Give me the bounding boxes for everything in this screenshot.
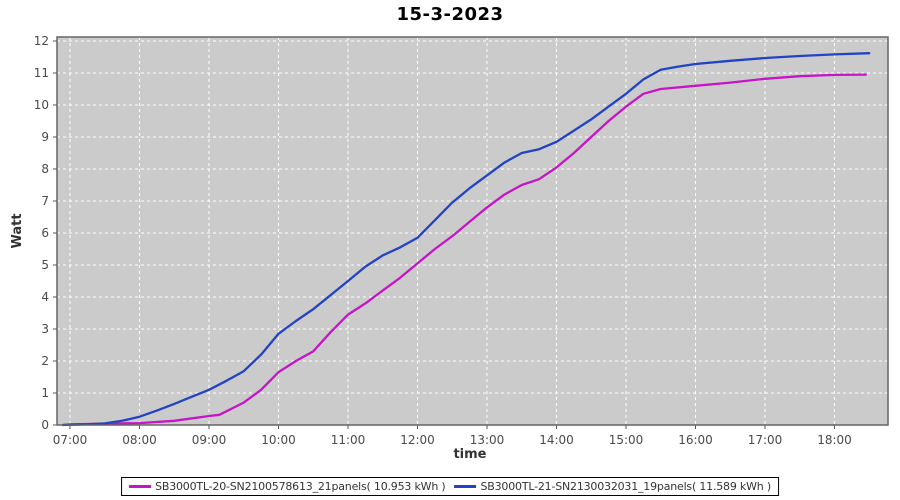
x-tick-label: 14:00 xyxy=(539,433,574,447)
x-tick-label: 18:00 xyxy=(817,433,852,447)
x-tick-label: 07:00 xyxy=(53,433,88,447)
x-axis-label: time xyxy=(453,447,486,462)
y-tick-label: 10 xyxy=(34,98,49,112)
series-line-SB3000TL-20-SN2100578613_21panels xyxy=(61,73,867,427)
y-tick-label: 0 xyxy=(41,418,49,432)
legend-label-series0: SB3000TL-20-SN2100578613_21panels( 10.95… xyxy=(155,480,446,493)
legend-label-series1: SB3000TL-21-SN2130032031_19panels( 11.58… xyxy=(480,480,772,493)
legend-item-series0: SB3000TL-20-SN2100578613_21panels( 10.95… xyxy=(129,480,446,493)
plot-background xyxy=(57,37,888,425)
y-tick-label: 5 xyxy=(41,258,49,272)
series-line-SB3000TL-21-SN2130032031_19panels xyxy=(61,52,871,427)
x-tick-label: 10:00 xyxy=(261,433,296,447)
x-tick-label: 16:00 xyxy=(678,433,713,447)
y-tick-label: 7 xyxy=(41,194,49,208)
y-tick-label: 11 xyxy=(34,66,49,80)
x-tick-label: 08:00 xyxy=(122,433,157,447)
y-tick-label: 6 xyxy=(41,226,49,240)
x-tick-label: 13:00 xyxy=(470,433,505,447)
y-tick-label: 3 xyxy=(41,322,49,336)
x-tick-label: 15:00 xyxy=(609,433,644,447)
x-tick-label: 17:00 xyxy=(748,433,783,447)
legend-line-marker-blue xyxy=(454,485,477,488)
chart-title: 15-3-2023 xyxy=(396,4,504,25)
plot-border xyxy=(56,36,889,426)
y-tick-label: 4 xyxy=(41,290,49,304)
legend: SB3000TL-20-SN2100578613_21panels( 10.95… xyxy=(121,477,779,496)
y-tick-label: 1 xyxy=(41,386,49,400)
x-tick-label: 09:00 xyxy=(192,433,227,447)
legend-line-marker-magenta xyxy=(129,485,152,488)
y-tick-label: 9 xyxy=(41,130,49,144)
y-tick-label: 12 xyxy=(34,34,49,48)
legend-item-series1: SB3000TL-21-SN2130032031_19panels( 11.58… xyxy=(454,480,772,493)
x-tick-label: 12:00 xyxy=(400,433,435,447)
y-tick-label: 8 xyxy=(41,162,49,176)
x-tick-label: 11:00 xyxy=(331,433,366,447)
y-axis-label: Watt xyxy=(10,213,25,248)
y-tick-label: 2 xyxy=(41,354,49,368)
